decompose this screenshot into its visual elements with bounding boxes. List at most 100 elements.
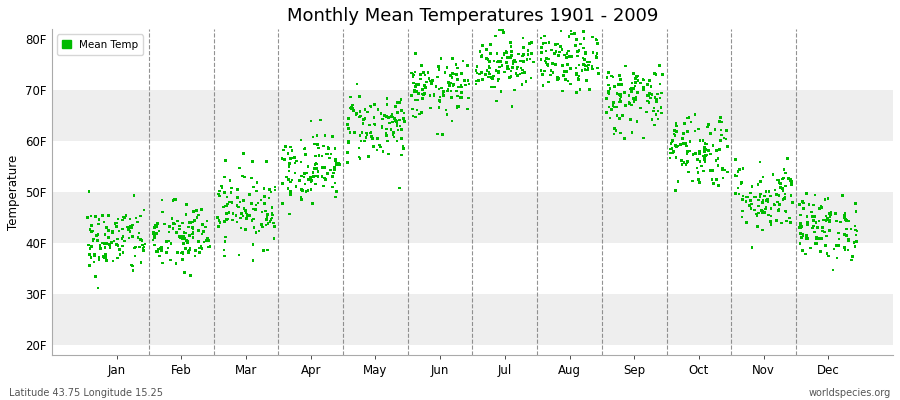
Point (239, 209, 254, 216)
Point (246, 206, 260, 212)
Point (133, 236, 148, 243)
Point (308, 141, 322, 147)
Point (756, 197, 770, 203)
Point (495, 62, 509, 68)
Point (665, 137, 680, 144)
Point (812, 218, 826, 224)
Point (541, 79, 555, 85)
Point (716, 175, 730, 181)
Point (123, 228, 138, 235)
Point (631, 73, 645, 79)
Point (572, 62, 586, 68)
Point (166, 198, 180, 204)
Point (320, 170, 335, 176)
Point (690, 156, 705, 163)
Point (474, 54, 489, 60)
Point (625, 102, 639, 108)
Point (357, 138, 372, 144)
Point (511, 51, 526, 57)
Point (469, 67, 483, 74)
Point (382, 151, 396, 157)
Point (450, 105, 464, 111)
Point (122, 224, 137, 230)
Point (223, 190, 238, 196)
Point (303, 174, 318, 181)
Point (216, 204, 230, 210)
Point (111, 242, 125, 249)
Point (663, 150, 678, 156)
Point (606, 102, 620, 109)
Point (85, 243, 99, 250)
Point (352, 145, 366, 151)
Point (692, 148, 706, 154)
Point (293, 159, 308, 165)
Point (319, 151, 333, 157)
Point (102, 212, 116, 219)
Point (694, 163, 708, 169)
Point (654, 110, 669, 116)
Point (540, 56, 554, 62)
Point (611, 81, 625, 88)
Point (776, 186, 790, 192)
Point (829, 218, 843, 224)
Point (408, 88, 422, 94)
Point (673, 141, 688, 148)
Point (698, 148, 712, 155)
Point (258, 208, 273, 214)
Point (809, 234, 824, 241)
Point (706, 167, 720, 174)
Point (194, 206, 209, 213)
Point (562, 33, 576, 40)
Point (367, 101, 382, 108)
Point (218, 253, 232, 259)
Point (580, 63, 594, 69)
Point (728, 156, 742, 163)
Point (631, 77, 645, 84)
Point (667, 131, 681, 137)
Point (823, 214, 837, 220)
Point (458, 82, 473, 88)
Point (430, 74, 445, 80)
Point (323, 167, 338, 173)
Point (776, 196, 790, 203)
Point (152, 253, 166, 259)
Point (192, 245, 206, 251)
Point (418, 90, 432, 97)
Point (150, 220, 165, 227)
Point (445, 74, 459, 80)
Point (265, 210, 279, 216)
Point (164, 257, 178, 263)
Point (774, 184, 788, 190)
Point (700, 124, 715, 130)
Point (364, 103, 378, 109)
Point (94, 245, 108, 252)
Point (806, 223, 821, 229)
Point (109, 242, 123, 248)
Point (625, 85, 639, 92)
Point (451, 103, 465, 110)
Point (469, 81, 483, 87)
Point (560, 54, 574, 61)
Point (418, 72, 432, 78)
Point (301, 176, 315, 183)
Point (370, 147, 384, 153)
Point (284, 156, 298, 162)
Point (84, 254, 98, 261)
Point (541, 62, 555, 69)
Point (735, 208, 750, 214)
Point (692, 180, 706, 186)
Point (479, 55, 493, 62)
Point (105, 228, 120, 234)
Point (428, 83, 443, 90)
Point (484, 84, 499, 90)
Point (481, 56, 495, 62)
Point (670, 128, 684, 135)
Point (714, 127, 728, 133)
Point (679, 161, 693, 168)
Point (183, 245, 197, 252)
Point (523, 56, 537, 62)
Point (161, 238, 176, 244)
Point (554, 44, 568, 50)
Point (748, 207, 762, 213)
Point (612, 91, 626, 98)
